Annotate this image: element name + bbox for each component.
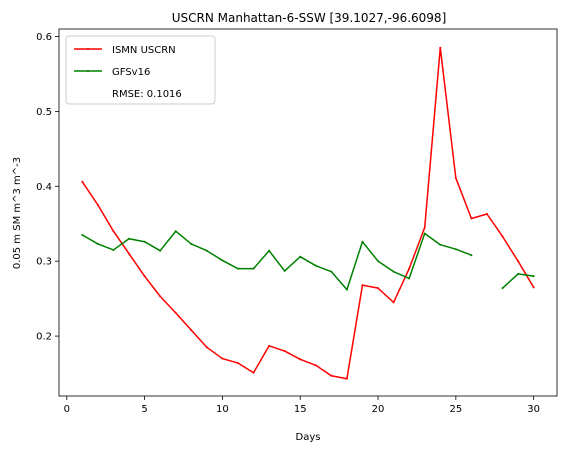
data-point-gfsv16: [392, 270, 395, 273]
data-point-ismn-uscrn: [268, 344, 271, 347]
data-point-ismn-uscrn: [532, 286, 535, 289]
data-point-gfsv16: [377, 260, 380, 263]
chart-title: USCRN Manhattan-6-SSW [39.1027,-96.6098]: [172, 11, 447, 25]
data-point-gfsv16: [112, 248, 115, 251]
y-tick-label: 0.3: [36, 257, 52, 268]
data-point-ismn-uscrn: [205, 346, 208, 349]
data-point-gfsv16: [96, 242, 99, 245]
y-tick-label: 0.6: [36, 32, 52, 43]
x-tick-label: 20: [372, 404, 385, 415]
y-tick-label: 0.5: [36, 107, 52, 118]
data-point-gfsv16: [283, 269, 286, 272]
data-point-gfsv16: [159, 249, 162, 252]
data-point-gfsv16: [408, 277, 411, 280]
data-point-gfsv16: [517, 272, 520, 275]
series-layer: [81, 46, 535, 380]
data-point-gfsv16: [174, 230, 177, 233]
data-point-gfsv16: [190, 242, 193, 245]
x-tick-label: 5: [141, 404, 147, 415]
series-ismn-uscrn: [81, 46, 535, 380]
data-point-ismn-uscrn: [299, 358, 302, 361]
legend: ISMN USCRN GFSv16 RMSE: 0.1016: [65, 35, 216, 105]
data-point-ismn-uscrn: [112, 230, 115, 233]
data-point-gfsv16: [454, 248, 457, 251]
data-point-gfsv16: [205, 249, 208, 252]
data-point-ismn-uscrn: [252, 371, 255, 374]
data-point-ismn-uscrn: [159, 295, 162, 298]
data-point-gfsv16: [470, 254, 473, 257]
data-point-ismn-uscrn: [485, 212, 488, 215]
x-tick-label: 15: [294, 404, 307, 415]
y-axis: 0.2 0.3 0.4 0.5 0.6: [36, 32, 59, 343]
data-point-ismn-uscrn: [283, 350, 286, 353]
data-point-gfsv16: [221, 259, 224, 262]
data-point-ismn-uscrn: [190, 329, 193, 332]
data-point-ismn-uscrn: [392, 301, 395, 304]
data-point-ismn-uscrn: [345, 377, 348, 380]
data-point-gfsv16: [252, 267, 255, 270]
x-tick-label: 30: [527, 404, 540, 415]
series-line-gfsv16: [81, 230, 472, 291]
data-point-gfsv16: [361, 240, 364, 243]
y-tick-label: 0.4: [36, 182, 52, 193]
data-point-ismn-uscrn: [439, 46, 442, 49]
x-tick-label: 10: [216, 404, 229, 415]
data-point-ismn-uscrn: [454, 177, 457, 180]
x-axis-title: Days: [296, 432, 321, 443]
data-point-gfsv16: [236, 267, 239, 270]
data-point-ismn-uscrn: [81, 180, 84, 183]
legend-marker-gfsv16: [87, 70, 89, 72]
legend-rmse-annotation: RMSE: 0.1016: [112, 89, 182, 100]
data-point-ismn-uscrn: [221, 357, 224, 360]
data-point-ismn-uscrn: [361, 284, 364, 287]
data-point-gfsv16: [423, 232, 426, 235]
data-point-ismn-uscrn: [236, 362, 239, 365]
data-point-ismn-uscrn: [408, 267, 411, 270]
legend-box: [65, 35, 216, 105]
series-line-ismn-uscrn: [81, 46, 535, 380]
data-point-ismn-uscrn: [377, 287, 380, 290]
data-point-ismn-uscrn: [143, 275, 146, 278]
x-axis: 0 5 10 15 20 25 30: [64, 396, 540, 415]
data-point-gfsv16: [501, 287, 504, 290]
plot-area: [58, 28, 558, 397]
y-tick-label: 0.2: [36, 332, 52, 343]
data-point-ismn-uscrn: [470, 217, 473, 220]
data-point-gfsv16: [128, 237, 131, 240]
data-point-gfsv16: [345, 288, 348, 291]
data-point-ismn-uscrn: [128, 252, 131, 255]
legend-marker-ismn-uscrn: [87, 48, 89, 50]
data-point-gfsv16: [299, 255, 302, 258]
data-point-ismn-uscrn: [501, 235, 504, 238]
y-axis-title: 0.05 m SM m^3 m^-3: [12, 157, 23, 269]
legend-label-ismn-uscrn: ISMN USCRN: [112, 45, 176, 56]
data-point-gfsv16: [81, 233, 84, 236]
data-point-gfsv16: [330, 270, 333, 273]
data-point-ismn-uscrn: [423, 226, 426, 229]
data-point-ismn-uscrn: [330, 374, 333, 377]
data-point-ismn-uscrn: [314, 364, 317, 367]
x-tick-label: 25: [449, 404, 462, 415]
data-point-ismn-uscrn: [96, 204, 99, 207]
legend-label-gfsv16: GFSv16: [112, 67, 150, 78]
data-point-ismn-uscrn: [517, 260, 520, 263]
data-point-gfsv16: [268, 249, 271, 252]
x-tick-label: 0: [64, 404, 70, 415]
data-point-gfsv16: [314, 264, 317, 267]
data-point-ismn-uscrn: [174, 311, 177, 314]
series-gfsv16: [81, 230, 535, 291]
data-point-gfsv16: [532, 275, 535, 278]
data-point-gfsv16: [439, 243, 442, 246]
data-point-gfsv16: [143, 240, 146, 243]
